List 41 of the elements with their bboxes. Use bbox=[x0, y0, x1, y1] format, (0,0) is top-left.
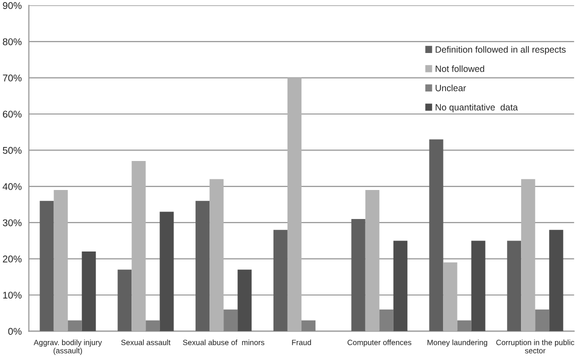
bar bbox=[443, 262, 458, 332]
bar bbox=[82, 252, 96, 332]
bar bbox=[224, 309, 238, 332]
bar bbox=[196, 200, 210, 332]
bar bbox=[429, 139, 444, 332]
bar bbox=[146, 320, 160, 332]
y-tick-label: 40% bbox=[2, 183, 22, 190]
y-tick-label: 30% bbox=[2, 219, 22, 226]
bar bbox=[301, 320, 316, 332]
y-tick-label: 50% bbox=[2, 146, 22, 154]
bar bbox=[457, 320, 472, 332]
y-tick-label: 80% bbox=[2, 38, 22, 46]
y-tick-label: 60% bbox=[2, 110, 22, 118]
bar bbox=[132, 161, 146, 332]
bar bbox=[379, 309, 394, 332]
y-tick-label: 20% bbox=[2, 256, 22, 262]
bar bbox=[393, 240, 408, 332]
bar bbox=[238, 270, 252, 332]
bar bbox=[535, 309, 550, 332]
bar bbox=[471, 240, 486, 332]
bar bbox=[118, 270, 132, 332]
legend-label: Definition followed in all respects bbox=[436, 46, 566, 55]
legend-label: No quantitative data bbox=[436, 104, 518, 112]
bar bbox=[507, 240, 522, 332]
y-tick-label: 10% bbox=[3, 292, 22, 299]
bar bbox=[273, 230, 288, 332]
bar bbox=[40, 200, 54, 332]
bar bbox=[160, 212, 174, 332]
y-tick-label: 90% bbox=[2, 2, 22, 10]
legend-label: Unclear bbox=[436, 84, 466, 92]
legend-label: Not followed bbox=[436, 65, 484, 72]
y-tick-label: 70% bbox=[2, 74, 22, 82]
bar bbox=[351, 218, 366, 332]
bar bbox=[365, 190, 380, 332]
bar bbox=[521, 179, 536, 332]
bar bbox=[287, 78, 302, 332]
bar bbox=[68, 320, 82, 332]
bar bbox=[210, 179, 224, 332]
bar bbox=[54, 190, 68, 332]
bar bbox=[549, 230, 564, 332]
y-tick-label: 0% bbox=[8, 328, 22, 335]
